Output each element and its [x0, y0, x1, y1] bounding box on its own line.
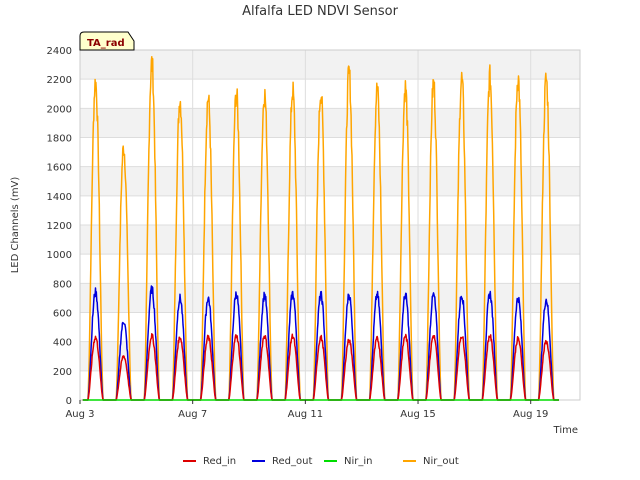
y-tick-label: 2000 — [47, 104, 72, 115]
y-tick-label: 400 — [53, 338, 72, 349]
y-axis-label: LED Channels (mV) — [10, 177, 21, 274]
background-bands — [80, 50, 580, 371]
badge-box — [79, 31, 135, 51]
legend-label: Red_in — [203, 456, 236, 467]
y-tick-label: 1600 — [47, 163, 72, 174]
y-tick-label: 2200 — [47, 75, 72, 86]
series-layer — [82, 55, 560, 401]
y-tick-labels: 0 200 400 600 800 1000 1200 1400 1600 1800 2000 220… — [47, 46, 72, 407]
band — [80, 108, 580, 138]
legend-label: Nir_out — [423, 456, 459, 467]
legend-label: Red_out — [272, 456, 312, 467]
y-tick-label: 800 — [53, 279, 72, 290]
band — [80, 225, 580, 255]
legend-label: Nir_in — [344, 456, 373, 467]
y-tick-label: 600 — [53, 309, 72, 320]
x-tick-label: Aug 7 — [178, 409, 207, 420]
y-tick-label: 1800 — [47, 134, 72, 145]
band — [80, 283, 580, 313]
x-tick-label: Aug 15 — [400, 409, 435, 420]
x-tick-labels: Aug 3 Aug 7 Aug 11 Aug 15 Aug 19 — [65, 400, 548, 420]
legend: Red_in Red_out Nir_in Nir_out — [183, 456, 459, 467]
y-tick-label: 2400 — [47, 46, 72, 57]
chart-title: Alfalfa LED NDVI Sensor — [242, 4, 399, 19]
x-axis-label: Time — [553, 425, 578, 436]
x-tick-label: Aug 3 — [65, 409, 94, 420]
y-tick-label: 200 — [53, 367, 72, 378]
badge-label: TA_rad — [87, 38, 125, 49]
y-tick-label: 1200 — [47, 221, 72, 232]
x-tick-label: Aug 11 — [288, 409, 323, 420]
x-tick-label: Aug 19 — [513, 409, 548, 420]
ta-rad-badge: TA_rad — [79, 31, 135, 51]
y-tick-label: 1400 — [47, 192, 72, 203]
y-tick-label: 0 — [66, 396, 72, 407]
band — [80, 166, 580, 196]
band — [80, 50, 580, 80]
y-tick-label: 1000 — [47, 250, 72, 261]
